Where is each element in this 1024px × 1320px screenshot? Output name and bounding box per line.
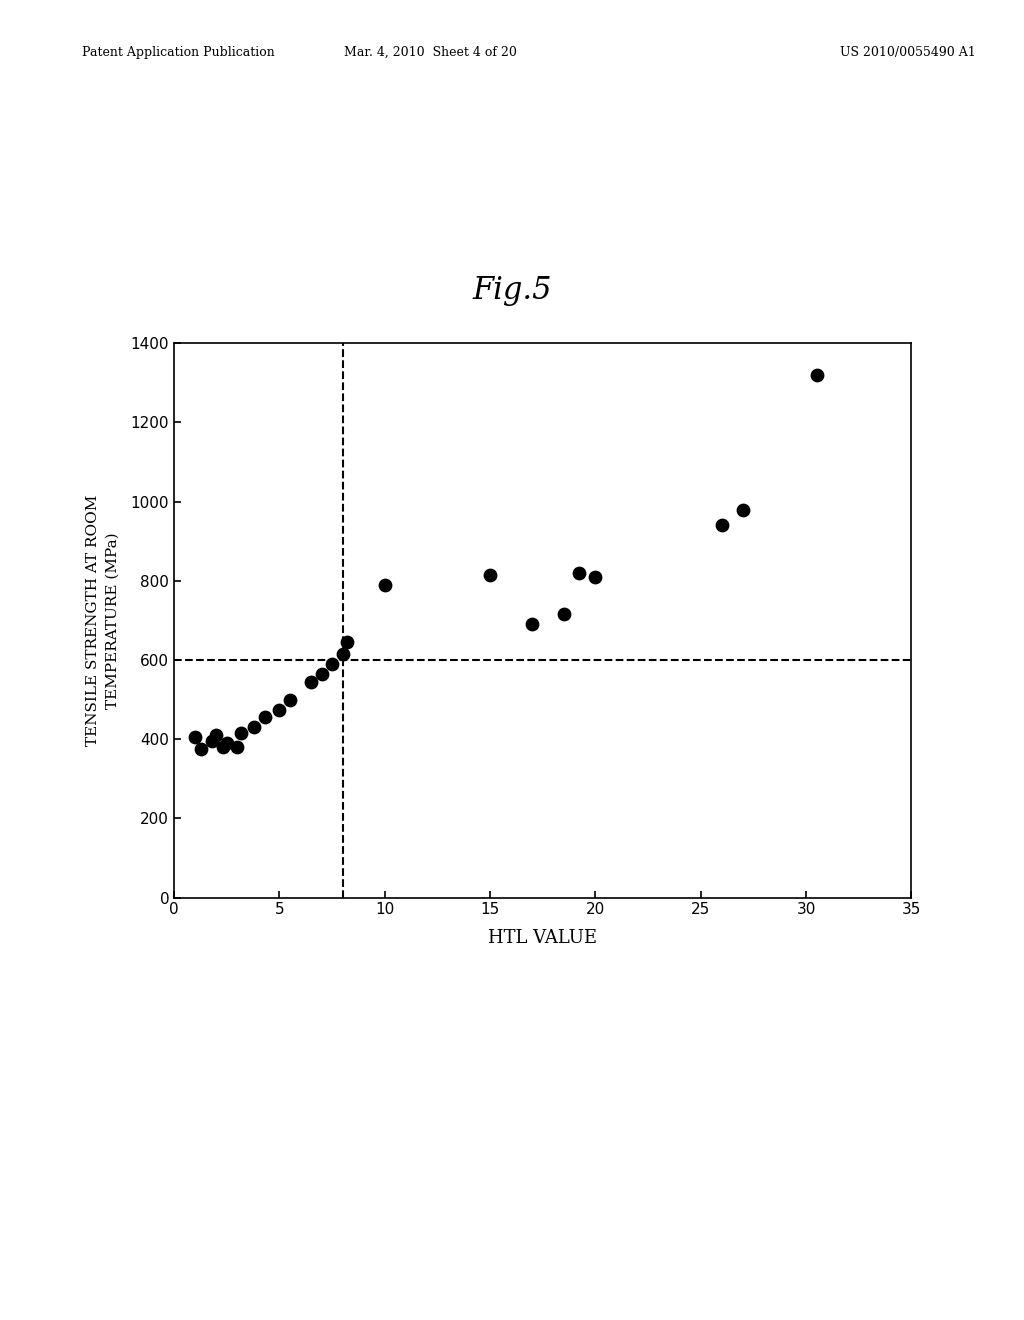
Text: US 2010/0055490 A1: US 2010/0055490 A1	[840, 46, 976, 59]
Point	[256, 708, 272, 729]
Point	[229, 737, 246, 758]
Point	[271, 700, 288, 721]
Point	[482, 565, 499, 586]
Point	[187, 726, 204, 747]
Text: Fig.5: Fig.5	[472, 275, 552, 306]
Text: Mar. 4, 2010  Sheet 4 of 20: Mar. 4, 2010 Sheet 4 of 20	[344, 46, 516, 59]
Point	[233, 723, 250, 744]
Point	[377, 574, 393, 595]
Point	[808, 364, 824, 385]
Point	[246, 717, 262, 738]
Point	[313, 663, 330, 684]
Point	[734, 499, 751, 520]
Point	[587, 566, 603, 587]
Text: Patent Application Publication: Patent Application Publication	[82, 46, 274, 59]
Point	[570, 562, 587, 583]
Point	[303, 671, 319, 692]
Point	[218, 733, 234, 754]
Point	[282, 689, 298, 710]
Point	[204, 731, 220, 752]
Point	[339, 632, 355, 653]
Point	[208, 725, 224, 746]
Point	[556, 605, 572, 626]
X-axis label: HTL VALUE: HTL VALUE	[488, 928, 597, 946]
Point	[194, 739, 210, 760]
Point	[524, 614, 541, 635]
Point	[714, 515, 730, 536]
Point	[335, 644, 351, 665]
Point	[214, 737, 230, 758]
Y-axis label: TENSILE STRENGTH AT ROOM
TEMPERATURE (MPa): TENSILE STRENGTH AT ROOM TEMPERATURE (MP…	[86, 495, 120, 746]
Point	[324, 653, 340, 675]
